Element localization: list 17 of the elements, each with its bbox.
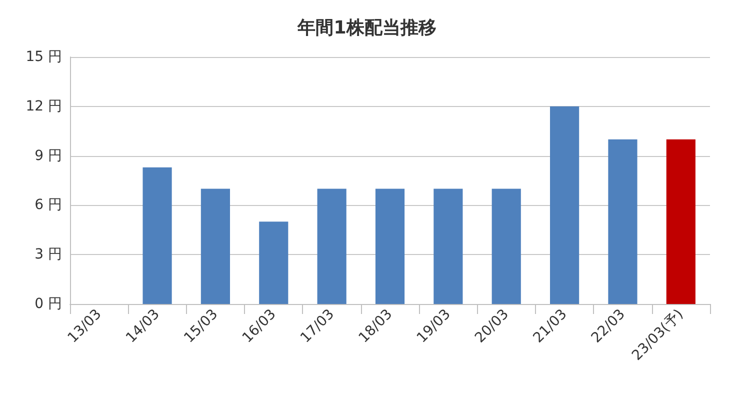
bar <box>492 188 521 304</box>
bar <box>142 167 172 304</box>
y-tick-label: 3 円 <box>34 246 62 263</box>
y-tick-label: 15 円 <box>26 49 62 65</box>
bar <box>550 106 580 304</box>
bar <box>608 139 638 304</box>
y-tick-label: 0 円 <box>34 296 62 312</box>
bar <box>200 188 230 304</box>
bar <box>434 188 463 304</box>
bar <box>317 188 346 304</box>
bar <box>375 188 405 304</box>
y-tick-label: 9 円 <box>34 148 62 164</box>
chart-title: 年間1株配当推移 <box>296 18 436 38</box>
bar <box>259 222 288 304</box>
bar <box>666 139 696 304</box>
y-tick-label: 12 円 <box>26 98 62 114</box>
y-tick-label: 6 円 <box>34 197 62 214</box>
